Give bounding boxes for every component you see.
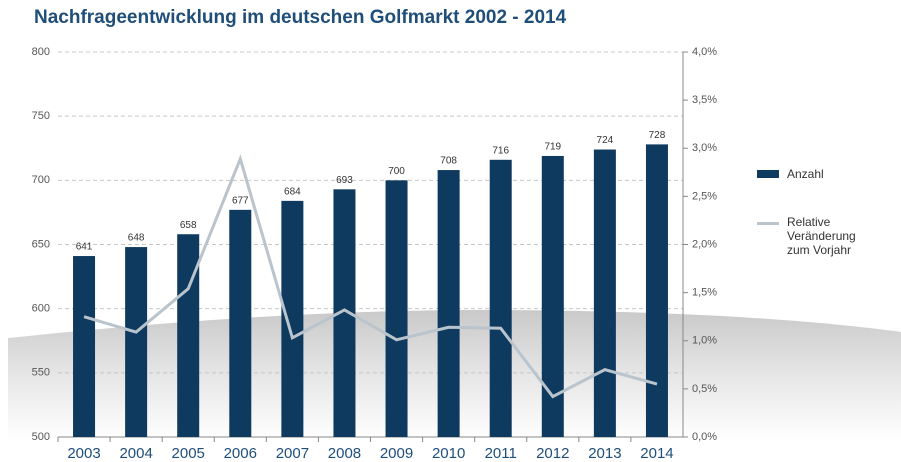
data-label: 708 [440, 156, 457, 167]
y-tick-label: 700 [32, 174, 50, 186]
x-tick-label: 2011 [485, 445, 517, 462]
x-tick-label: 2005 [172, 445, 205, 462]
y2-tick-label: 3,5% [692, 94, 717, 106]
y-tick-label: 550 [32, 367, 50, 379]
x-tick-label: 2006 [224, 445, 257, 462]
data-label: 719 [544, 142, 561, 153]
y2-tick-label: 2,0% [692, 238, 717, 250]
y-tick-label: 500 [32, 431, 50, 443]
y2-tick-label: 0,0% [692, 431, 717, 443]
y2-tick-label: 4,0% [692, 46, 717, 58]
x-tick-label: 2010 [432, 445, 465, 462]
x-tick-label: 2012 [536, 445, 569, 462]
bar [73, 256, 96, 437]
data-label: 716 [492, 145, 509, 156]
legend-label: Anzahl [787, 167, 824, 181]
y-tick-label: 650 [32, 238, 50, 250]
data-label: 648 [128, 233, 145, 244]
data-label: 728 [649, 130, 666, 141]
x-tick-label: 2003 [67, 445, 100, 462]
legend-label: Relative Veränderung zum Vorjahr [787, 215, 856, 257]
bar [177, 234, 200, 437]
x-tick-label: 2014 [640, 445, 673, 462]
bar [125, 247, 148, 437]
data-label: 693 [336, 175, 353, 186]
x-tick-label: 2004 [119, 445, 152, 462]
bar [437, 170, 460, 438]
y2-tick-label: 1,0% [692, 335, 717, 347]
bar [385, 180, 408, 438]
line [83, 154, 658, 399]
chart-title: Nachfrageentwicklung im deutschen Golfma… [34, 7, 567, 28]
data-label: 677 [232, 195, 249, 206]
x-tick-label: 2008 [328, 445, 361, 462]
data-label: 700 [388, 166, 405, 177]
bar [333, 189, 356, 437]
y-tick-label: 600 [32, 303, 50, 315]
y2-tick-label: 1,5% [692, 287, 717, 299]
bar [229, 209, 252, 437]
data-label: 684 [284, 187, 301, 198]
y2-tick-label: 2,5% [692, 190, 717, 202]
data-label: 658 [180, 220, 197, 231]
legend-swatch [757, 222, 779, 225]
data-label: 724 [597, 135, 614, 146]
y2-tick-label: 3,0% [692, 142, 717, 154]
bar [593, 149, 616, 438]
data-label: 641 [76, 242, 93, 253]
x-tick-label: 2007 [276, 445, 309, 462]
y-tick-label: 750 [32, 110, 50, 122]
legend-swatch [757, 170, 779, 178]
bar [489, 159, 512, 438]
bar [281, 200, 304, 437]
y2-tick-label: 0,5% [692, 383, 717, 395]
bar [541, 155, 564, 437]
x-tick-label: 2009 [380, 445, 413, 462]
y-tick-label: 800 [32, 46, 50, 58]
x-tick-label: 2013 [588, 445, 621, 462]
bar [645, 144, 668, 437]
